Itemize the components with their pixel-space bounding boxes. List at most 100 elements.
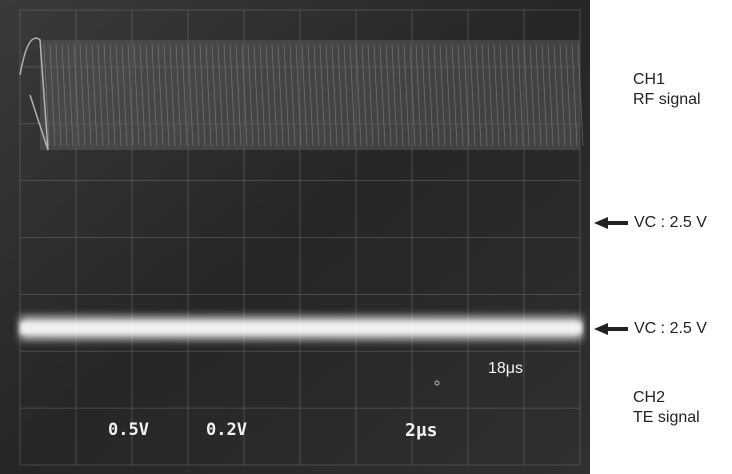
arrow-left-icon xyxy=(594,217,628,229)
rf-carrier-stroke xyxy=(385,43,392,147)
rf-carrier-stroke xyxy=(517,43,524,147)
oscilloscope-screen-photo: 18μs 0.5V 0.2V 2μs xyxy=(0,0,590,474)
ch1-name: CH1 xyxy=(633,71,666,88)
rf-carrier-stroke xyxy=(247,43,254,147)
rf-carrier-stroke xyxy=(355,43,362,147)
rf-carrier-stroke xyxy=(571,43,578,147)
rf-carrier-stroke xyxy=(133,43,140,147)
rf-carrier-stroke xyxy=(157,43,164,147)
rf-carrier-stroke xyxy=(271,43,278,147)
rf-carrier-stroke xyxy=(283,43,290,147)
rf-carrier-stroke xyxy=(337,43,344,147)
rf-carrier-stroke xyxy=(307,43,314,147)
rf-carrier-stroke xyxy=(229,43,236,147)
rf-carrier-stroke xyxy=(451,43,458,147)
rf-carrier-stroke xyxy=(85,43,92,147)
rf-carrier-stroke xyxy=(523,43,530,147)
rf-carrier-stroke xyxy=(43,43,50,147)
timebase-readout: 2μs xyxy=(405,420,438,441)
rf-carrier-stroke xyxy=(109,43,116,147)
rf-carrier-stroke xyxy=(187,43,194,147)
rf-carrier-stroke xyxy=(79,43,86,147)
rf-carrier-stroke xyxy=(535,43,542,147)
rf-carrier-stroke xyxy=(505,43,512,147)
vc-marker-ch2: VC : 2.5 V xyxy=(594,320,707,338)
rf-carrier-stroke xyxy=(259,43,266,147)
vc-marker-label: VC : 2.5 V xyxy=(634,214,707,231)
rf-carrier-stroke xyxy=(103,43,110,147)
rf-carrier-stroke xyxy=(493,43,500,147)
rf-carrier-stroke xyxy=(67,43,74,147)
ch1-scale-readout: 0.5V xyxy=(108,420,149,440)
rf-carrier-stroke xyxy=(151,43,158,147)
rf-carrier-stroke xyxy=(121,43,128,147)
rf-carrier-stroke xyxy=(469,43,476,147)
rf-carrier-stroke xyxy=(145,43,152,147)
screen-speck xyxy=(434,380,440,386)
rf-carrier-stroke xyxy=(295,43,302,147)
rf-carrier-stroke xyxy=(577,43,584,147)
delay-readout: 18μs xyxy=(488,360,524,377)
rf-carrier-stroke xyxy=(175,43,182,147)
rf-carrier-stroke xyxy=(403,43,410,147)
rf-carrier-stroke xyxy=(511,43,518,147)
rf-carrier-stroke xyxy=(217,43,224,147)
ch2-scale-readout: 0.2V xyxy=(206,420,247,440)
rf-carrier-stroke xyxy=(445,43,452,147)
vc-marker-ch1: VC : 2.5 V xyxy=(594,214,707,232)
rf-carrier-stroke xyxy=(73,43,80,147)
rf-carrier-stroke xyxy=(415,43,422,147)
ch1-label: CH1 RF signal xyxy=(633,70,701,110)
rf-carrier-stroke xyxy=(367,43,374,147)
ch2-te-signal-trace xyxy=(20,316,582,340)
rf-carrier-stroke xyxy=(433,43,440,147)
rf-carrier-stroke xyxy=(193,43,200,147)
ch2-name: CH2 xyxy=(633,389,666,406)
rf-carrier-stroke xyxy=(181,43,188,147)
rf-carrier-stroke xyxy=(559,43,566,147)
rf-carrier-stroke xyxy=(163,43,170,147)
rf-carrier-stroke xyxy=(373,43,380,147)
rf-carrier-stroke xyxy=(319,43,326,147)
rf-carrier-stroke xyxy=(499,43,506,147)
rf-carrier-stroke xyxy=(325,43,332,147)
rf-carrier-stroke xyxy=(313,43,320,147)
rf-carrier-stroke xyxy=(97,43,104,147)
rf-carrier-stroke xyxy=(277,43,284,147)
vc-marker-label: VC : 2.5 V xyxy=(634,320,707,337)
rf-carrier-stroke xyxy=(475,43,482,147)
rf-carrier-stroke xyxy=(427,43,434,147)
rf-carrier-stroke xyxy=(421,43,428,147)
rf-carrier-stroke xyxy=(361,43,368,147)
ch2-label: CH2 TE signal xyxy=(633,388,700,428)
rf-carrier-stroke xyxy=(55,43,62,147)
rf-carrier-stroke xyxy=(553,43,560,147)
rf-carrier-stroke xyxy=(199,43,206,147)
ch1-signal-name: RF signal xyxy=(633,91,701,108)
rf-carrier-stroke xyxy=(61,43,68,147)
rf-carrier-stroke xyxy=(91,43,98,147)
rf-carrier-stroke xyxy=(349,43,356,147)
rf-carrier-stroke xyxy=(397,43,404,147)
rf-carrier-stroke xyxy=(565,43,572,147)
rf-carrier-stroke xyxy=(343,43,350,147)
rf-carrier-stroke xyxy=(205,43,212,147)
rf-carrier-stroke xyxy=(169,43,176,147)
rf-carrier-stroke xyxy=(331,43,338,147)
rf-carrier-stroke xyxy=(127,43,134,147)
rf-carrier-stroke xyxy=(457,43,464,147)
rf-carrier-stroke xyxy=(289,43,296,147)
oscilloscope-display xyxy=(0,0,590,474)
rf-carrier-stroke xyxy=(265,43,272,147)
rf-carrier-stroke xyxy=(409,43,416,147)
ch1-rf-signal-trace xyxy=(19,37,584,152)
rf-carrier-stroke xyxy=(139,43,146,147)
rf-carrier-stroke xyxy=(439,43,446,147)
rf-carrier-stroke xyxy=(541,43,548,147)
rf-carrier-stroke xyxy=(211,43,218,147)
rf-carrier-stroke xyxy=(115,43,122,147)
rf-carrier-stroke xyxy=(463,43,470,147)
rf-carrier-stroke xyxy=(301,43,308,147)
rf-carrier-stroke xyxy=(253,43,260,147)
ch2-signal-name: TE signal xyxy=(633,409,700,426)
